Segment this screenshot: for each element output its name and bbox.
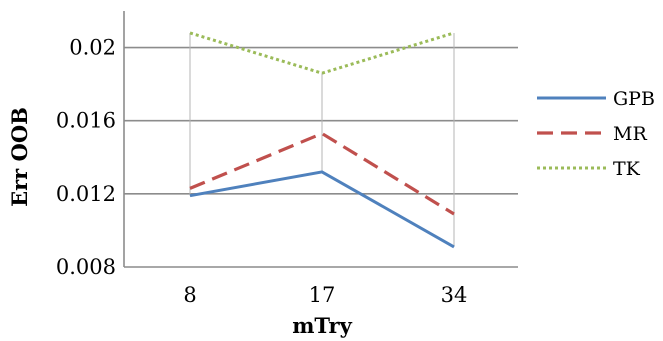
legend-label-gpb: GPB	[613, 88, 655, 110]
x-tick-label: 34	[441, 283, 468, 307]
legend: GPB MR TK	[537, 88, 655, 180]
x-axis-title: mTry	[292, 313, 352, 338]
legend-label-tk: TK	[613, 158, 641, 180]
y-tick-label: 0.012	[56, 182, 116, 206]
legend-label-mr: MR	[613, 123, 647, 145]
series-line-tk	[189, 31, 455, 75]
series-lines	[189, 31, 455, 249]
series-line-gpb	[189, 170, 455, 249]
y-tick-label: 0.008	[56, 255, 116, 279]
x-tick-label: 17	[309, 283, 336, 307]
y-tick-labels: 0.008 0.012 0.016 0.02	[56, 36, 116, 279]
gridlines	[123, 11, 518, 268]
y-tick-label: 0.016	[56, 109, 116, 133]
y-tick-label: 0.02	[69, 36, 116, 60]
x-tick-label: 8	[183, 283, 196, 307]
x-tick-labels: 8 17 34	[183, 283, 467, 307]
drop-lines	[189, 32, 455, 247]
y-axis-title: Err OOB	[7, 107, 32, 207]
series-line-mr	[189, 131, 455, 216]
